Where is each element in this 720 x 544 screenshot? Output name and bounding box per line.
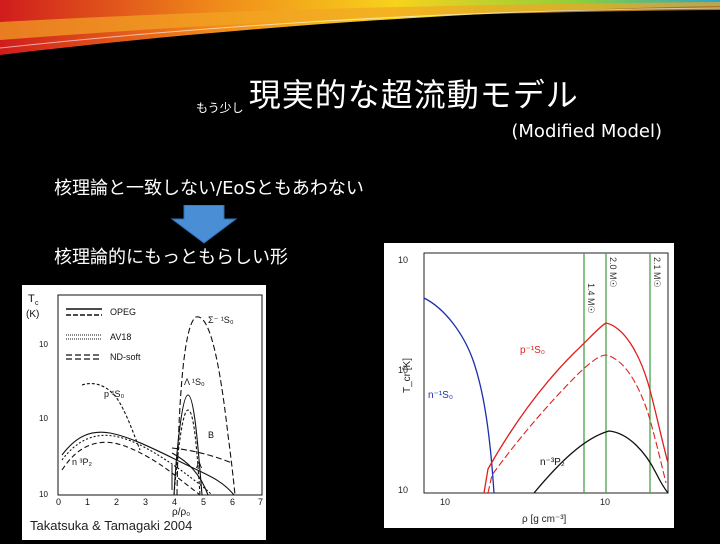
svg-text:(K): (K): [26, 309, 39, 320]
bullet-inconsistent: 核理論と一致しない/EoSともあわない: [54, 178, 364, 199]
mass-label-3: 2.1 M☉: [652, 257, 662, 288]
svg-text:1: 1: [85, 497, 90, 507]
svg-text:10: 10: [398, 365, 408, 375]
decorative-banner: [0, 0, 720, 55]
label-n1s0: n⁻¹S₀: [428, 390, 453, 401]
svg-text:10: 10: [398, 255, 408, 265]
label-B: B: [208, 430, 214, 440]
svg-text:2: 2: [114, 497, 119, 507]
svg-text:3: 3: [143, 497, 148, 507]
svg-text:10: 10: [39, 414, 48, 423]
svg-text:10: 10: [398, 485, 408, 495]
right-xlabel: ρ [g cm⁻³]: [522, 514, 567, 525]
svg-text:10: 10: [39, 490, 48, 499]
slide-title: もう少し 現実的な超流動モデル: [196, 70, 579, 116]
label-p: p ¹S₀: [104, 389, 125, 399]
svg-text:OPEG: OPEG: [110, 307, 136, 317]
svg-text:10: 10: [39, 340, 48, 349]
title-main: 現実的な超流動モデル: [248, 76, 579, 114]
label-A: A: [196, 460, 202, 470]
left-ylabel: T: [28, 293, 35, 305]
down-arrow-icon: [170, 205, 238, 244]
label-p1s0: p⁻¹S₀: [520, 345, 545, 356]
label-n3p2-right: n⁻³P₂: [540, 457, 565, 468]
left-figure: T c (K) 10 10 10 0 1 2 3 4 5 6 7 ρ/ρ₀ OP…: [22, 285, 266, 540]
left-legend: OPEG AV18 ND-soft: [66, 307, 141, 362]
svg-text:6: 6: [230, 497, 235, 507]
citation: Takatsuka & Tamagaki 2004: [30, 518, 193, 533]
slide-subtitle: (Modified Model): [511, 121, 662, 142]
right-ylabel: T_cr [K]: [402, 358, 413, 393]
label-sigma: Σ⁻ ¹S₀: [208, 315, 234, 325]
svg-text:10: 10: [600, 497, 610, 507]
label-lambda: Λ ¹S₀: [184, 377, 205, 387]
svg-text:5: 5: [201, 497, 206, 507]
right-figure: 10 10 10 T_cr [K] 10 10 ρ [g cm⁻³] 1.4 M…: [384, 243, 674, 528]
svg-text:ND-soft: ND-soft: [110, 352, 141, 362]
title-prefix: もう少し: [196, 101, 244, 115]
svg-text:c: c: [35, 300, 39, 307]
svg-text:AV18: AV18: [110, 332, 131, 342]
svg-text:4: 4: [172, 497, 177, 507]
svg-text:7: 7: [258, 497, 263, 507]
left-xlabel: ρ/ρ₀: [172, 507, 190, 518]
label-n3p2: n ³P₂: [72, 457, 93, 467]
mass-label-1: 1.4 M☉: [586, 283, 596, 314]
svg-text:10: 10: [440, 497, 450, 507]
mass-label-2: 2.0 M☉: [608, 257, 618, 288]
svg-text:0: 0: [56, 497, 61, 507]
bullet-plausible: 核理論的にもっともらしい形: [54, 247, 288, 268]
